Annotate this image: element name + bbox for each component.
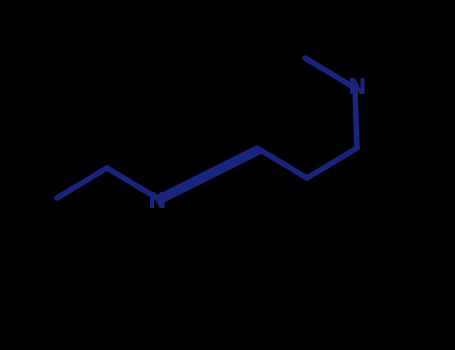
Text: N: N <box>148 191 166 211</box>
Text: N: N <box>348 78 367 98</box>
